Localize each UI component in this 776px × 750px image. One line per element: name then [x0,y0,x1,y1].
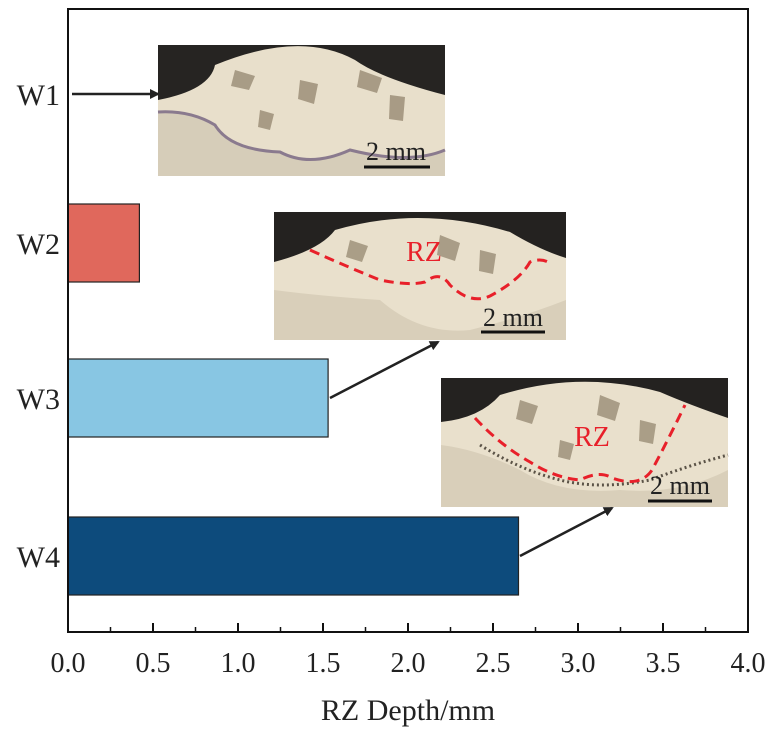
x-tick-label: 3.5 [646,648,681,679]
x-tick-label: 0.5 [136,648,171,679]
inset-w3-rz-label: RZ [406,237,442,268]
x-ticks: 0.0 0.5 1.0 1.5 2.0 2.5 3.0 3.5 4.0 [51,623,766,679]
inset-w1: 2 mm [157,45,446,176]
inset-w3-rz-boundary [309,248,549,301]
bar-w3 [67,358,329,438]
x-tick-label: 1.5 [306,648,341,679]
category-label-w1: W1 [17,79,60,112]
inset-w4-scale-label: 2 mm [650,471,710,500]
bars-group [67,203,520,596]
x-tick-label: 2.0 [391,648,426,679]
bar-w2 [67,203,141,283]
x-tick-label: 0.0 [51,648,86,679]
category-label-w3: W3 [17,383,60,416]
x-axis-label: RZ Depth/mm [321,694,495,727]
x-tick-label: 1.0 [221,648,256,679]
bar-w4 [67,516,520,596]
inset-w4-rz-boundary [473,404,687,484]
category-label-w4: W4 [17,541,60,574]
category-labels: W1 W2 W3 W4 [17,79,60,574]
x-tick-label: 2.5 [476,648,511,679]
inset-w4: RZ 2 mm [441,378,729,507]
arrow-w4-to-inset [519,506,614,558]
inset-w1-scale-label: 2 mm [366,137,426,166]
arrow-w3-to-inset [329,340,440,400]
inset-w3: RZ 2 mm [274,212,566,340]
x-tick-label: 3.0 [561,648,596,679]
inset-w4-rz-label: RZ [574,422,610,453]
inset-w3-scale-label: 2 mm [483,303,543,332]
category-label-w2: W2 [17,228,60,261]
x-tick-label: 4.0 [731,648,766,679]
